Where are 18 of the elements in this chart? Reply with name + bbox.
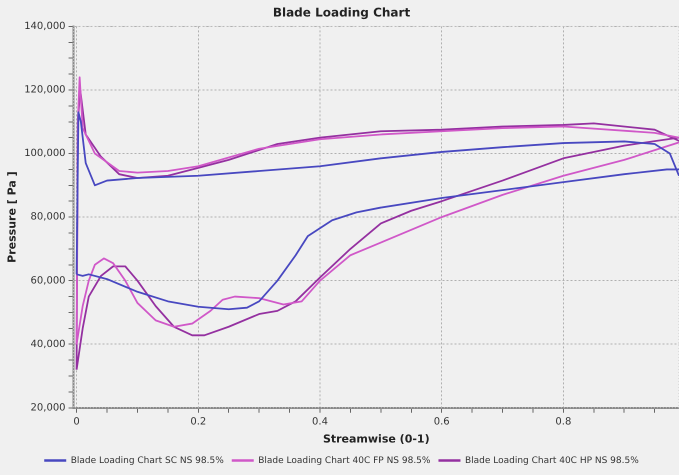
- y-axis-title: Pressure [ Pa ]: [5, 171, 18, 263]
- x-tick-label: 0.6: [434, 416, 450, 428]
- x-tick-label: 0.2: [190, 416, 206, 428]
- chart-title: Blade Loading Chart: [272, 5, 410, 20]
- y-tick-label: 20,000: [30, 402, 66, 414]
- y-tick-label: 40,000: [30, 338, 66, 350]
- legend-label: Blade Loading Chart 40C HP NS 98.5%: [464, 456, 640, 466]
- legend-label: Blade Loading Chart 40C FP NS 98.5%: [258, 456, 431, 466]
- x-axis-title: Streamwise (0-1): [322, 432, 430, 446]
- x-tick-label: 0.4: [312, 416, 328, 428]
- x-tick-label: 0.8: [555, 416, 572, 428]
- y-tick-label: 100,000: [24, 148, 66, 160]
- y-tick-label: 80,000: [30, 212, 66, 223]
- x-tick-label: 0: [73, 416, 80, 428]
- legend-label: Blade Loading Chart SC NS 98.5%: [70, 456, 224, 466]
- y-tick-label: 120,000: [24, 84, 66, 96]
- y-tick-label: 60,000: [30, 275, 66, 286]
- y-tick-label: 140,000: [24, 20, 66, 32]
